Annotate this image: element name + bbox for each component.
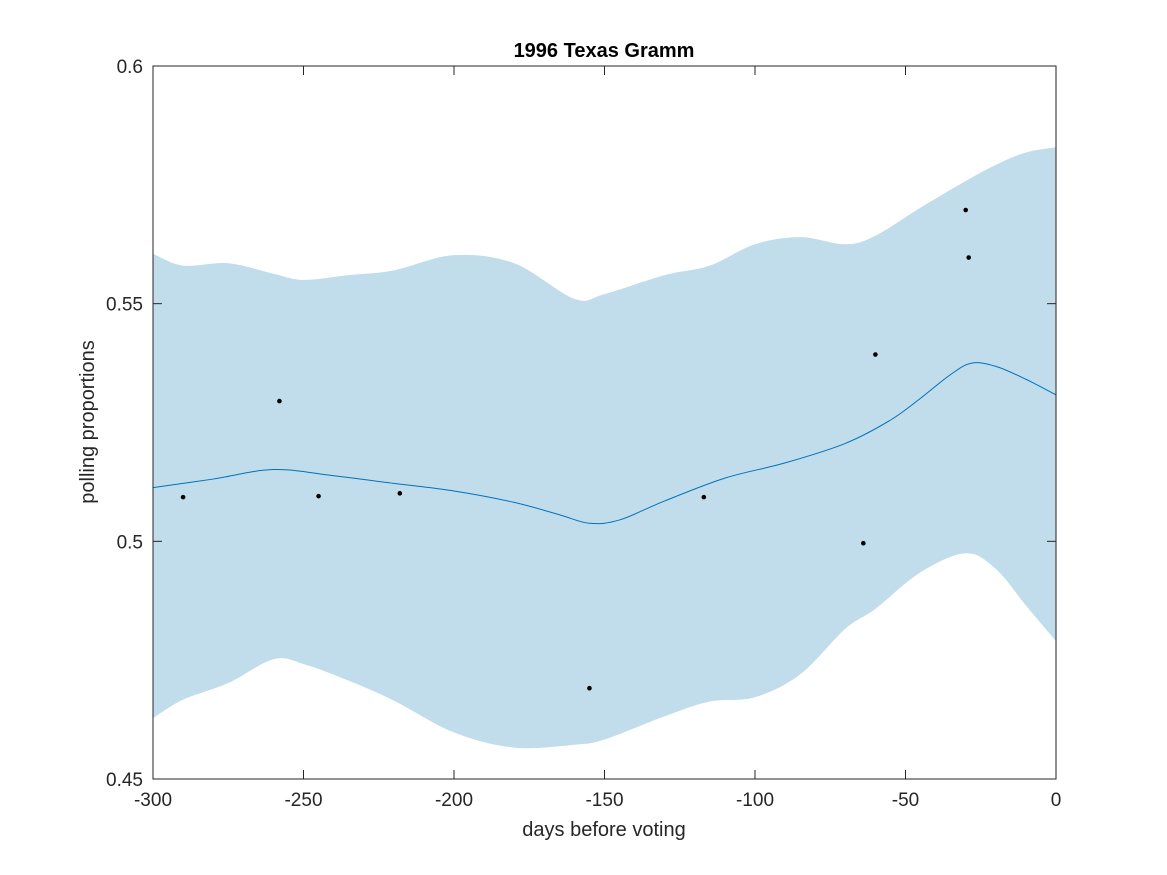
y-axis-label: polling proportions: [77, 340, 99, 503]
tick-marks: [152, 65, 1057, 780]
x-tick-label: -200: [435, 790, 473, 811]
data-point: [397, 491, 403, 496]
x-tick-label: -150: [585, 790, 623, 811]
fit-line: [152, 362, 1057, 525]
y-tick-label: 0.45: [106, 770, 143, 791]
x-tick-label: -100: [736, 790, 774, 811]
x-tick-label: -50: [892, 790, 919, 811]
plot-area: [152, 147, 1057, 749]
x-axis-label: days before voting: [522, 819, 685, 841]
data-point: [180, 494, 186, 500]
y-tick-label: 0.6: [117, 57, 143, 78]
x-tick-labels: -300 -250 -200 -150 -100 -50 0: [134, 790, 1061, 811]
data-points: [180, 207, 972, 691]
data-point: [277, 398, 282, 404]
data-point: [701, 494, 707, 500]
y-tick-label: 0.5: [117, 532, 143, 553]
data-point: [966, 255, 972, 260]
axes-box: -300 -250 -200 -150 -100 -50 0 0.45 0.5 0.55 0.6: [106, 57, 1061, 811]
x-tick-label: 0: [1051, 790, 1062, 811]
data-point: [587, 685, 592, 691]
x-tick-label: -300: [134, 790, 172, 811]
data-point: [861, 540, 866, 546]
chart-title: 1996 Texas Gramm: [514, 40, 695, 62]
x-tick-label: -250: [284, 790, 322, 811]
y-tick-label: 0.55: [106, 295, 143, 316]
data-point: [873, 352, 878, 357]
confidence-band: [153, 147, 1056, 749]
y-tick-labels: 0.45 0.5 0.55 0.6: [106, 57, 143, 791]
data-point: [963, 207, 968, 213]
data-point: [316, 493, 321, 499]
